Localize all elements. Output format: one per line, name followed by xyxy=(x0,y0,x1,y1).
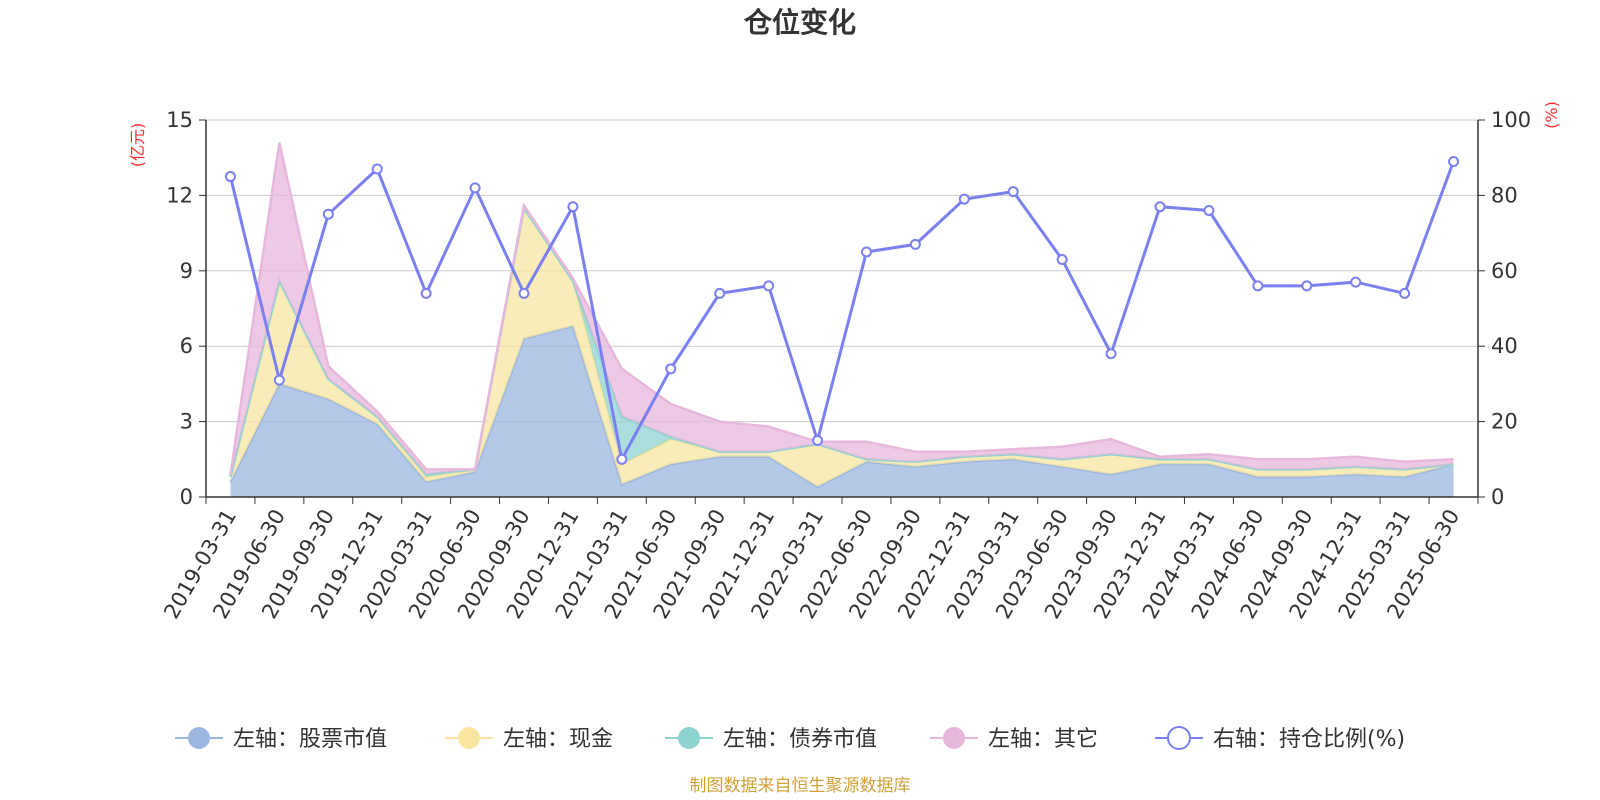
area-band xyxy=(230,326,1454,497)
ratio-point xyxy=(1203,204,1215,216)
ratio-point xyxy=(812,434,824,446)
legend-marker xyxy=(943,727,965,749)
ratio-point xyxy=(1350,276,1362,288)
ratio-point xyxy=(420,287,432,299)
right-tick-label: 80 xyxy=(1491,183,1518,207)
left-axis-unit: (亿元) xyxy=(128,123,147,168)
right-axis-unit: (%) xyxy=(1542,101,1561,129)
chart-title: 仓位变化 xyxy=(744,6,856,39)
legend-item: 左轴：债券市值 xyxy=(665,727,877,752)
left-tick-label: 9 xyxy=(180,259,193,283)
area-edge xyxy=(229,142,1454,475)
ratio-point xyxy=(616,453,628,465)
ratio-point xyxy=(371,163,383,175)
legend-label: 左轴：现金 xyxy=(503,727,613,752)
legend-marker xyxy=(1167,726,1191,750)
ratio-point xyxy=(273,374,285,386)
right-tick-label: 100 xyxy=(1491,108,1531,132)
position-ratio-line xyxy=(224,155,1460,465)
ratio-line-path xyxy=(229,160,1455,464)
right-tick-label: 40 xyxy=(1491,334,1518,358)
ratio-point xyxy=(714,287,726,299)
source-note: 制图数据来自恒生聚源数据库 xyxy=(690,776,911,796)
legend-label: 左轴：股票市值 xyxy=(233,727,387,752)
stacked-areas xyxy=(229,142,1454,497)
left-tick-label: 6 xyxy=(180,334,193,358)
ratio-point xyxy=(1154,201,1166,213)
ratio-point xyxy=(665,363,677,375)
right-tick-label: 0 xyxy=(1491,485,1504,509)
legend-marker xyxy=(678,727,700,749)
legend-item: 左轴：现金 xyxy=(445,727,613,752)
ratio-point xyxy=(958,193,970,205)
legend-item: 左轴：其它 xyxy=(930,727,1098,752)
left-tick-label: 12 xyxy=(166,183,193,207)
area-band xyxy=(230,208,1454,487)
ratio-point xyxy=(567,201,579,213)
ratio-point xyxy=(518,287,530,299)
ratio-point xyxy=(1301,280,1313,292)
ratio-point xyxy=(909,238,921,250)
right-tick-label: 20 xyxy=(1491,410,1518,434)
legend-marker xyxy=(458,727,480,749)
ratio-point xyxy=(1399,287,1411,299)
right-tick-label: 60 xyxy=(1491,259,1518,283)
legend: 左轴：股票市值 左轴：现金 左轴：债券市值 左轴：其它 右轴：持仓比例(%) xyxy=(175,726,1405,752)
legend-label: 右轴：持仓比例(%) xyxy=(1213,727,1405,752)
left-tick-label: 0 xyxy=(180,485,193,509)
area-band xyxy=(230,142,1454,477)
legend-marker xyxy=(188,727,210,749)
left-tick-label: 3 xyxy=(180,410,193,434)
legend-label: 左轴：其它 xyxy=(988,727,1098,752)
ratio-point xyxy=(1056,253,1068,265)
ratio-point xyxy=(322,208,334,220)
ratio-point xyxy=(1252,280,1264,292)
legend-item: 左轴：股票市值 xyxy=(175,727,387,752)
ratio-point xyxy=(1448,155,1460,167)
legend-item: 右轴：持仓比例(%) xyxy=(1155,726,1405,752)
grid-lines xyxy=(206,119,1478,423)
ratio-point xyxy=(469,182,481,194)
ratio-point xyxy=(1007,186,1019,198)
ratio-point xyxy=(860,246,872,258)
ratio-point xyxy=(1105,348,1117,360)
left-tick-label: 15 xyxy=(166,108,193,132)
legend-label: 左轴：债券市值 xyxy=(723,727,877,752)
axes: 036912150204060801002019-03-312019-06-30… xyxy=(159,108,1531,623)
ratio-point xyxy=(763,280,775,292)
ratio-point xyxy=(224,171,236,183)
